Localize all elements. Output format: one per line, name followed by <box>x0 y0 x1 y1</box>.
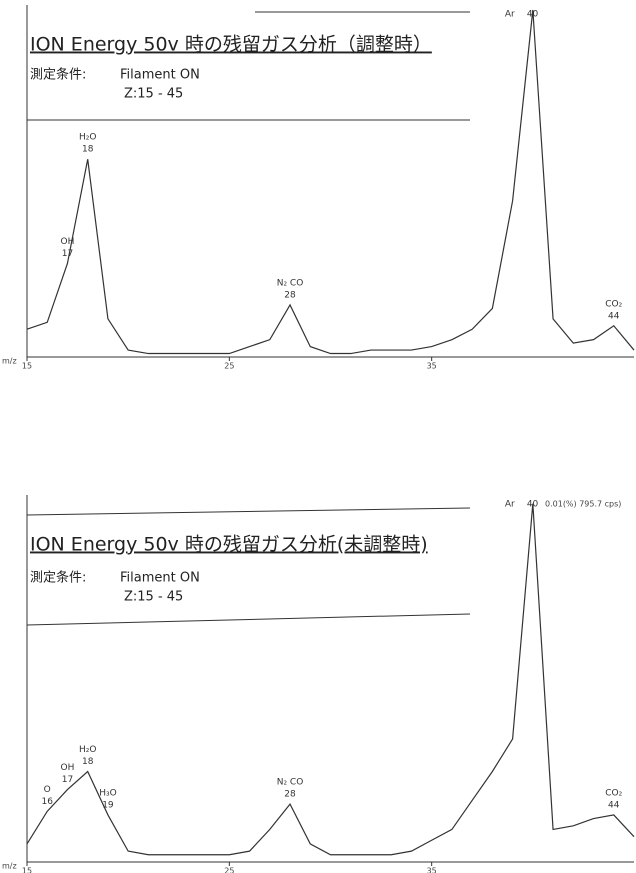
spectrum-line <box>26 503 635 856</box>
peak-mass: 18 <box>82 757 94 767</box>
note: 0.01(%) 795.7 cps) <box>545 500 621 509</box>
peak-mass: 40 <box>527 500 539 510</box>
x-tick-label: 15 <box>22 362 32 371</box>
peak-mass: 28 <box>284 790 296 800</box>
peak-mass: 44 <box>608 311 620 321</box>
x-tick-label: 25 <box>224 867 234 873</box>
peak-name: N₂ CO <box>277 778 304 788</box>
x-tick-label: 35 <box>427 362 437 371</box>
peak-name: CO₂ <box>605 299 622 309</box>
x-axis-label: m/z <box>2 862 17 871</box>
peak-name: H₃O <box>99 788 116 798</box>
x-tick-label: 35 <box>427 867 437 873</box>
peak-name: OH <box>61 237 75 247</box>
chart-title: ION Energy 50v 時の残留ガス分析（調整時） <box>30 34 432 56</box>
peak-name: H₂O <box>79 745 96 755</box>
peak-name: CO₂ <box>605 788 622 798</box>
peak-name: H₂O <box>79 133 96 143</box>
condition-line: Z:15 - 45 <box>124 87 183 102</box>
peak-mass: 28 <box>284 290 296 300</box>
peak-name: O <box>44 785 51 795</box>
frame-line <box>26 613 471 626</box>
x-axis-label: m/z <box>2 357 17 366</box>
x-tick-label: 25 <box>224 362 234 371</box>
peak-mass: 17 <box>62 775 73 785</box>
peak-mass: 18 <box>82 145 94 155</box>
peak-name: OH <box>61 763 75 773</box>
peak-name: Ar <box>505 500 515 510</box>
chart-title: ION Energy 50v 時の残留ガス分析(未調整時) <box>30 534 428 556</box>
spectrum-line <box>26 9 635 355</box>
condition-label: 測定条件: <box>30 67 86 83</box>
peak-name: N₂ CO <box>277 278 304 288</box>
peak-name: Ar <box>505 10 515 20</box>
peak-mass: 44 <box>608 800 620 810</box>
frame-line <box>26 507 471 516</box>
peak-mass: 17 <box>62 249 73 259</box>
condition-line: Z:15 - 45 <box>124 590 183 605</box>
x-tick-label: 15 <box>22 867 32 873</box>
peak-mass: 19 <box>102 800 114 810</box>
peak-mass: 40 <box>527 10 539 20</box>
condition-line: Filament ON <box>120 571 200 586</box>
condition-label: 測定条件: <box>30 570 86 586</box>
condition-line: Filament ON <box>120 68 200 83</box>
peak-mass: 16 <box>42 797 54 807</box>
